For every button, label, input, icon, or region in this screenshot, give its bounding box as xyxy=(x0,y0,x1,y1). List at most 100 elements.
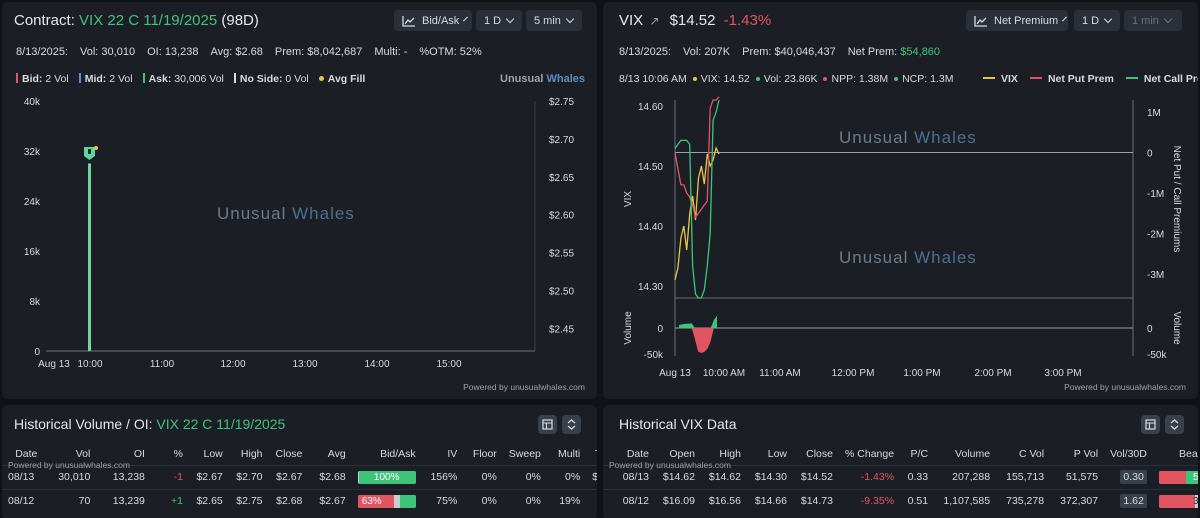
cell-vol: 70 xyxy=(50,488,97,513)
interval-dropdown[interactable]: 5 min xyxy=(526,10,582,31)
col-close[interactable]: Close xyxy=(806,447,833,460)
col-pct[interactable]: % xyxy=(173,447,183,460)
chart-watermark: Unusual Whales xyxy=(839,248,977,267)
col-vol[interactable]: Vol xyxy=(75,447,91,460)
expand-button[interactable] xyxy=(1165,415,1184,434)
col-pvol[interactable]: P Vol xyxy=(1073,447,1099,460)
table-view-button[interactable] xyxy=(538,415,557,434)
cell-avg: $2.67 xyxy=(308,488,352,513)
volume-axis-label-right: Volume xyxy=(1171,311,1182,345)
stats-date: 8/13/2025: xyxy=(16,46,68,58)
hist-vix-title: Historical VIX Data xyxy=(619,416,737,432)
y-tick-label: 16k xyxy=(24,247,41,258)
col-volume[interactable]: Volume xyxy=(955,447,991,460)
volume-right-tick-label: -50k xyxy=(1147,350,1167,361)
col-sweep[interactable]: Sweep xyxy=(508,447,541,460)
col-low[interactable]: Low xyxy=(767,447,787,460)
info-vix: VIX: 14.52 xyxy=(692,73,750,85)
legend-mid[interactable]: Mid: 2 Vol xyxy=(78,73,133,85)
vix-info-line: 8/13 10:06 AM VIX: 14.52 Vol: 23.86K NPP… xyxy=(619,73,953,85)
cell-volume: 207,288 xyxy=(934,464,997,489)
col-multi[interactable]: Multi xyxy=(558,447,581,460)
volume-tick-label: 0 xyxy=(657,324,663,335)
col-avg[interactable]: Avg xyxy=(327,447,346,460)
x-tick-label: 11:00 AM xyxy=(759,368,801,379)
cell-close: $2.68 xyxy=(268,488,309,513)
cell-close: $14.52 xyxy=(793,464,839,489)
powered-by: Powered by unusualwhales.com xyxy=(8,460,130,470)
bearbull-bar: 38% xyxy=(1159,494,1198,508)
legend-no-side[interactable]: No Side: 0 Vol xyxy=(233,73,309,85)
legend-bid[interactable]: Bid: 2 Vol xyxy=(16,73,69,85)
x-tick-label: Aug 13 xyxy=(38,359,70,370)
y-tick-label: 24k xyxy=(24,197,41,208)
cell-high: $2.75 xyxy=(228,488,269,513)
chart-mode-dropdown[interactable]: Bid/Ask xyxy=(394,10,472,31)
cell-date: 08/12 xyxy=(603,488,655,513)
col-open[interactable]: Open xyxy=(669,447,695,460)
table-row[interactable]: 08/12 70 13,239 +1 $2.65 $2.75 $2.68 $2.… xyxy=(2,488,597,513)
vix-ticker: VIX xyxy=(619,12,644,29)
cell-date: 08/12 xyxy=(2,488,51,513)
expand-icon xyxy=(1170,419,1179,430)
col-high[interactable]: High xyxy=(240,447,263,460)
col-t[interactable]: T xyxy=(586,443,597,465)
cell-multi: 0% xyxy=(546,464,587,489)
col-cvol[interactable]: C Vol xyxy=(1018,447,1045,460)
contract-title: Contract: VIX 22 C 11/19/2025 (98D) xyxy=(14,12,259,29)
contract-dte: (98D) xyxy=(221,12,259,29)
cell-low: $2.67 xyxy=(188,464,229,489)
col-close[interactable]: Close xyxy=(275,447,303,460)
external-link-icon[interactable]: ↗ xyxy=(649,14,660,28)
legend-ask[interactable]: Ask: 30,006 Vol xyxy=(142,73,224,85)
cell-date: 08/13 xyxy=(603,464,655,489)
cell-pct: +1 xyxy=(150,488,189,513)
col-floor[interactable]: Floor xyxy=(472,447,497,460)
col-date[interactable]: Date xyxy=(626,447,649,460)
chart-mode-dropdown[interactable]: Net Premium xyxy=(966,10,1068,31)
stats-multi: Multi: - xyxy=(374,46,408,58)
expand-button[interactable] xyxy=(562,415,581,434)
hist-volume-table: Date Vol OI % Low High Close Avg Bid/Ask… xyxy=(2,443,597,513)
col-bearbull[interactable]: Bear/Bu xyxy=(1179,447,1198,460)
powered-by: Powered by unusualwhales.com xyxy=(1064,382,1186,392)
col-high[interactable]: High xyxy=(719,447,741,460)
col-change[interactable]: % Change xyxy=(845,447,895,460)
cell-bearbull: 38% xyxy=(1152,488,1198,513)
col-date[interactable]: Date xyxy=(15,447,38,460)
col-vol30[interactable]: Vol/30D xyxy=(1110,447,1147,460)
range-dropdown[interactable]: 1 D xyxy=(476,10,522,31)
bidask-bar: 63% xyxy=(357,494,416,508)
table-row[interactable]: 08/13 30,010 13,238 -1 $2.67 $2.70 $2.67… xyxy=(2,464,597,489)
col-iv[interactable]: IV xyxy=(447,447,458,460)
legend-vix[interactable]: VIX xyxy=(983,73,1018,85)
cell-pct: -1 xyxy=(150,464,189,489)
col-pc[interactable]: P/C xyxy=(910,447,929,460)
col-bidask[interactable]: Bid/Ask xyxy=(380,447,416,460)
y-axis-label: VIX xyxy=(623,191,634,207)
legend-avg-fill[interactable]: Avg Fill xyxy=(318,73,365,85)
range-label: 1 D xyxy=(1082,14,1100,27)
cell-cvol: 735,278 xyxy=(996,488,1051,513)
col-oi[interactable]: OI xyxy=(133,447,145,460)
unusual-whales-brand: Unusual Whales xyxy=(500,73,585,85)
info-time: 8/13 10:06 AM xyxy=(619,73,687,85)
volume-area-positive xyxy=(679,315,717,328)
table-row[interactable]: 08/12 $16.09 $16.56 $14.66 $14.73 -9.35%… xyxy=(603,488,1198,513)
bearbull-bar: 53% xyxy=(1159,470,1198,484)
col-low[interactable]: Low xyxy=(203,447,223,460)
legend-net-put-prem[interactable]: Net Put Prem xyxy=(1029,73,1114,85)
historical-vix-panel: Historical VIX Data Date Open High Low C… xyxy=(603,405,1198,518)
legend-net-call-prem[interactable]: Net Call Prem xyxy=(1125,73,1198,85)
hist-vix-table: Date Open High Low Close % Change P/C Vo… xyxy=(603,443,1198,513)
x-tick-label: 12:00 xyxy=(220,359,245,370)
info-vol: Vol: 23.86K xyxy=(755,73,817,85)
x-tick-label: 11:00 xyxy=(150,359,175,370)
range-dropdown[interactable]: 1 D xyxy=(1074,10,1120,31)
table-row[interactable]: 08/13 $14.62 $14.62 $14.30 $14.52 -1.43%… xyxy=(603,464,1198,489)
info-npp: NPP: 1.38M xyxy=(823,73,888,85)
y2-tick-label: -3M xyxy=(1147,270,1164,281)
table-view-button[interactable] xyxy=(1141,415,1160,434)
interval-dropdown[interactable]: 1 min xyxy=(1124,10,1182,31)
stats-prem: Prem: $8,042,687 xyxy=(274,46,363,58)
